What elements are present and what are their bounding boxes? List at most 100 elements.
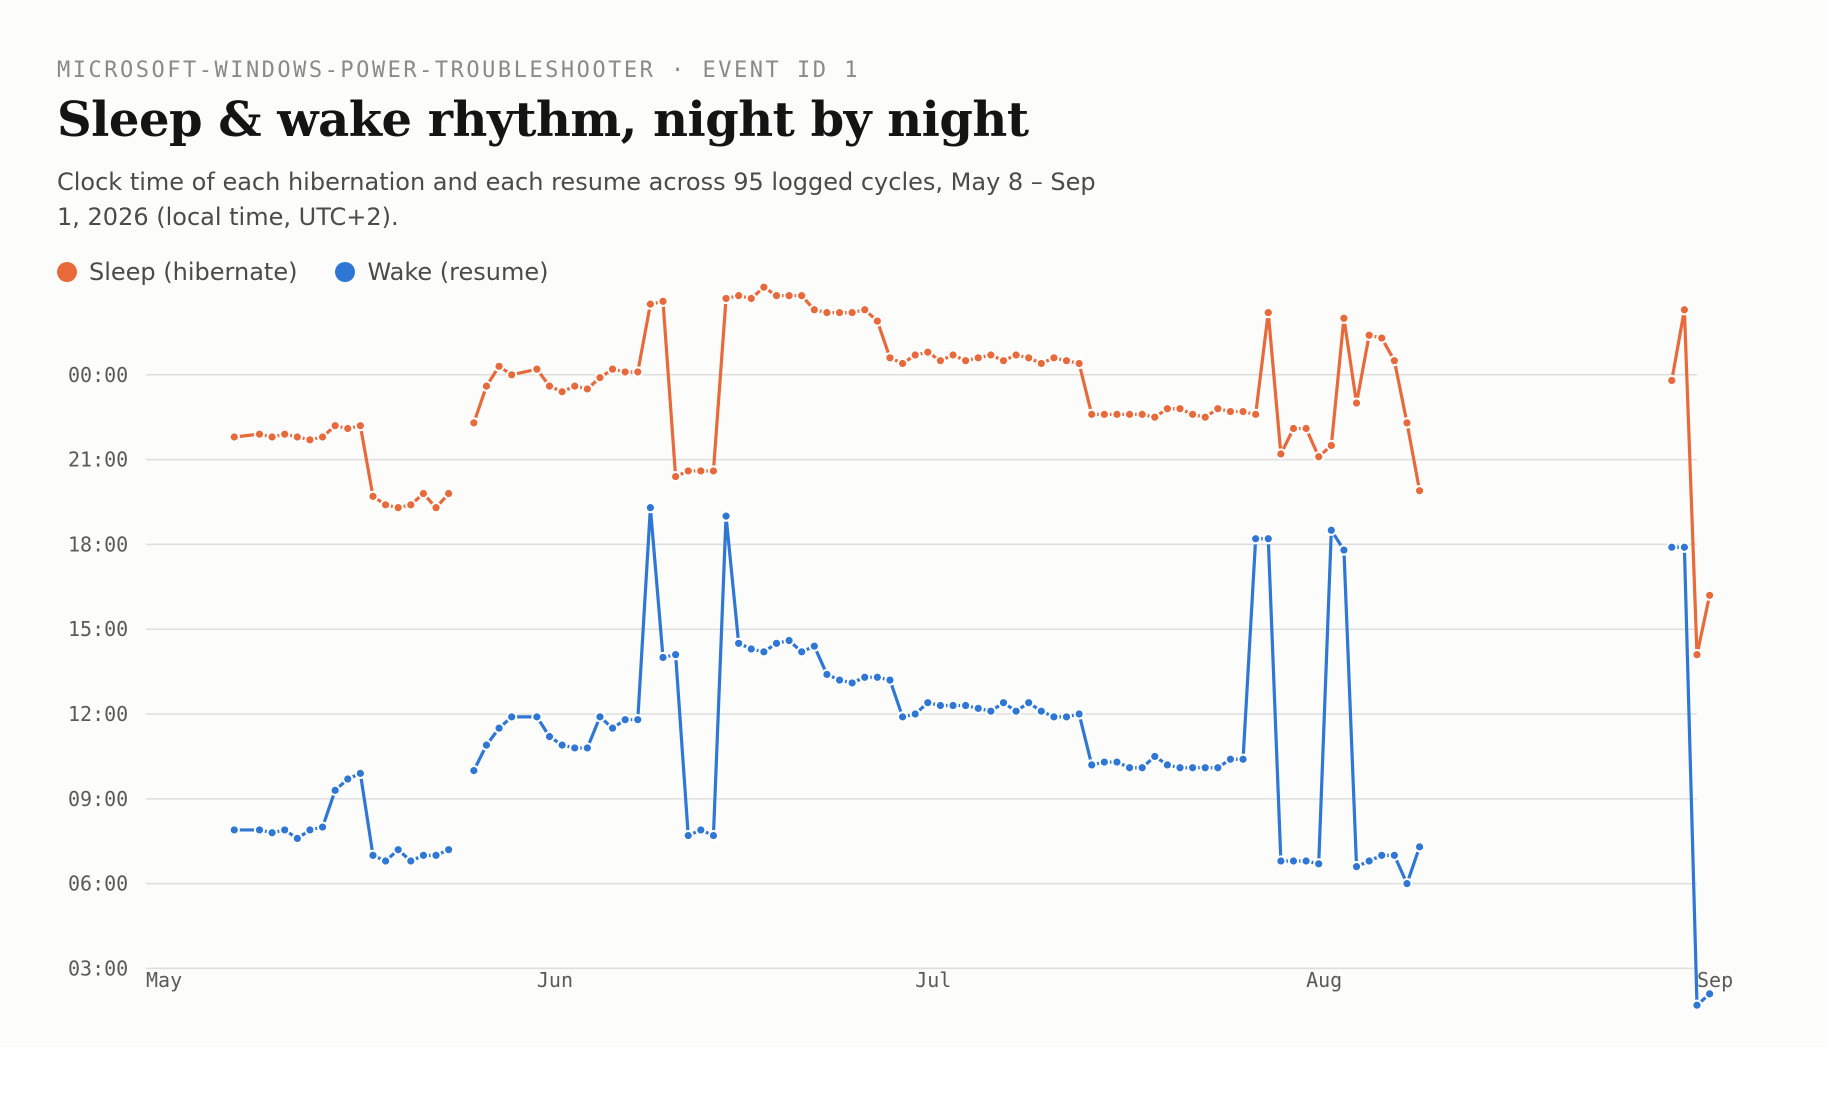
- wake-data-point: [1388, 849, 1400, 861]
- wake-data-point: [594, 711, 606, 723]
- wake-data-point: [695, 824, 707, 836]
- y-tick-label: 12:00: [68, 702, 128, 726]
- wake-data-point: [1704, 988, 1716, 1000]
- wake-data-point: [1161, 759, 1173, 771]
- sleep-data-point: [304, 434, 316, 446]
- sleep-data-point: [1262, 307, 1274, 319]
- wake-data-point: [266, 827, 278, 839]
- sleep-data-point: [821, 307, 833, 319]
- y-tick-label: 03:00: [68, 956, 128, 980]
- wake-data-point: [279, 824, 291, 836]
- wake-data-point: [758, 646, 770, 658]
- sleep-data-point: [443, 487, 455, 500]
- wake-series-line: [1670, 545, 1712, 1007]
- sleep-data-point: [1363, 329, 1375, 341]
- sleep-data-point: [1388, 355, 1400, 367]
- wake-data-point: [1111, 756, 1123, 768]
- wake-data-point: [1174, 762, 1186, 774]
- wake-data-point: [796, 646, 808, 658]
- sleep-data-point: [960, 355, 972, 367]
- sleep-data-point: [997, 355, 1010, 367]
- sleep-data-point: [1023, 352, 1035, 364]
- sleep-series-line: [232, 424, 451, 510]
- wake-data-point: [1187, 762, 1199, 774]
- eyebrow: MICROSOFT-WINDOWS-POWER-TROUBLESHOOTER ·…: [57, 58, 861, 83]
- wake-data-point: [1350, 861, 1363, 873]
- wake-data-point: [392, 844, 404, 856]
- wake-data-point: [1048, 711, 1060, 723]
- sleep-data-point: [1237, 405, 1249, 418]
- sleep-data-point: [405, 499, 417, 511]
- sleep-data-point: [354, 420, 366, 432]
- legend-label-sleep: Sleep (hibernate): [89, 258, 298, 286]
- sleep-data-point: [1413, 485, 1426, 497]
- wake-data-point: [985, 705, 997, 717]
- wake-data-point: [228, 824, 240, 836]
- wake-data-point: [443, 844, 455, 856]
- sleep-data-point: [228, 431, 240, 443]
- sleep-data-point: [1212, 403, 1224, 415]
- sleep-data-point: [884, 352, 896, 364]
- wake-data-point: [972, 702, 984, 714]
- sleep-data-point: [367, 490, 379, 502]
- wake-data-point: [960, 699, 972, 712]
- sleep-data-point: [896, 357, 909, 370]
- sleep-data-point: [480, 380, 493, 392]
- sleep-data-point: [682, 465, 694, 477]
- x-tick-label: Jun: [537, 968, 573, 992]
- wake-data-point: [1023, 697, 1035, 709]
- wake-data-point: [1250, 533, 1262, 545]
- wake-data-point: [871, 671, 883, 683]
- wake-data-point: [417, 849, 430, 861]
- sleep-data-point: [417, 487, 430, 500]
- wake-data-point: [922, 697, 934, 709]
- sleep-data-point: [1275, 448, 1287, 460]
- wake-data-point: [1300, 855, 1312, 867]
- wake-data-point: [1060, 711, 1073, 723]
- wake-data-point: [342, 773, 354, 785]
- sleep-data-point: [1111, 408, 1123, 420]
- sleep-data-point: [796, 290, 808, 302]
- wake-data-point: [329, 784, 341, 796]
- sleep-data-point: [1287, 422, 1300, 435]
- wake-data-point: [846, 677, 858, 689]
- sleep-data-point: [1136, 408, 1148, 420]
- chart-card: MICROSOFT-WINDOWS-POWER-TROUBLESHOOTER ·…: [57, 58, 1734, 1011]
- wake-data-point: [833, 674, 846, 686]
- sleep-data-point: [1149, 411, 1161, 423]
- sleep-data-point: [922, 346, 934, 358]
- sleep-data-point: [632, 366, 644, 378]
- sleep-data-point: [342, 422, 354, 435]
- wake-data-point: [569, 742, 581, 754]
- wake-data-point: [1010, 705, 1022, 717]
- wake-data-point: [581, 742, 593, 754]
- sleep-data-point: [695, 465, 707, 477]
- sleep-data-point: [733, 290, 745, 302]
- sleep-data-point: [468, 417, 480, 429]
- line-chart: 03:00 06:00 09:00 12:00 15:00 18:00 21:00 00:00…: [68, 281, 1733, 1011]
- y-tick-label: 06:00: [68, 872, 128, 896]
- wake-data-point: [556, 739, 568, 751]
- wake-data-point: [670, 649, 682, 661]
- sleep-data-point: [1161, 403, 1173, 415]
- sleep-data-point: [657, 295, 669, 307]
- sleep-data-point: [1678, 304, 1690, 316]
- sleep-data-point: [1073, 357, 1085, 370]
- sleep-data-point: [758, 281, 770, 293]
- wake-data-point: [367, 849, 379, 861]
- wake-data-point: [253, 824, 266, 836]
- sleep-data-point: [1704, 589, 1716, 601]
- sleep-data-point: [266, 431, 278, 443]
- sleep-data-point: [329, 420, 341, 432]
- wake-data-point: [1199, 762, 1211, 774]
- wake-data-point: [1149, 750, 1161, 763]
- wake-data-point: [859, 671, 871, 683]
- y-tick-label: 18:00: [68, 532, 128, 556]
- sleep-data-point: [493, 360, 505, 372]
- sleep-data-point: [985, 349, 997, 361]
- wake-data-point: [1325, 524, 1337, 536]
- x-tick-label: Jul: [915, 968, 951, 992]
- sleep-data-point: [392, 502, 404, 514]
- sleep-data-point: [531, 363, 543, 375]
- sleep-swatch-icon: [57, 262, 77, 282]
